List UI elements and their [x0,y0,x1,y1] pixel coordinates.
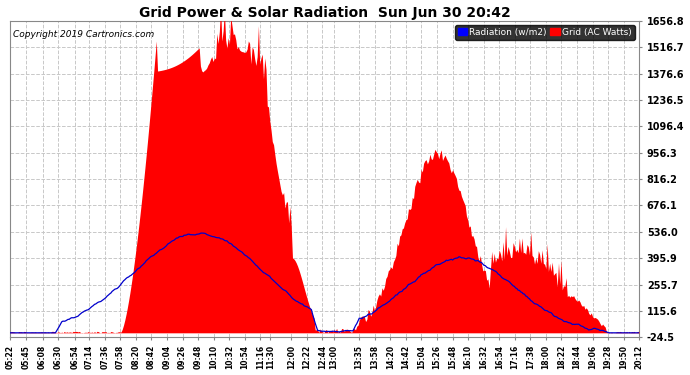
Title: Grid Power & Solar Radiation  Sun Jun 30 20:42: Grid Power & Solar Radiation Sun Jun 30 … [139,6,511,20]
Text: Copyright 2019 Cartronics.com: Copyright 2019 Cartronics.com [13,30,155,39]
Legend: Radiation (w/m2), Grid (AC Watts): Radiation (w/m2), Grid (AC Watts) [455,25,635,40]
